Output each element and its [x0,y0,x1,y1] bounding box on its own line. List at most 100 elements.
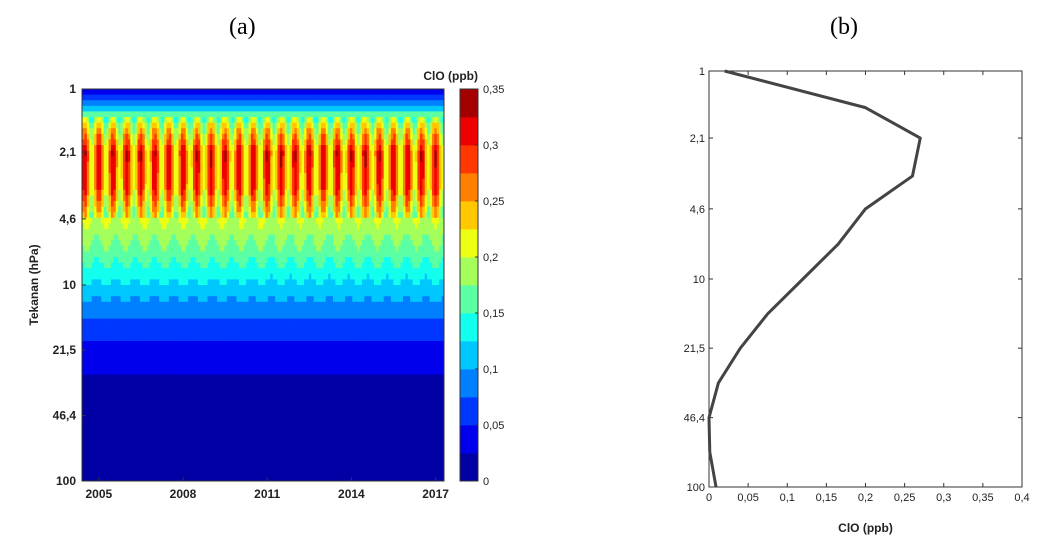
heatmap-cell [219,369,223,375]
heatmap-cell [115,464,119,471]
heatmap-cell [241,296,245,303]
heatmap-cell [125,234,129,241]
heatmap-cell [113,262,117,269]
heatmap-cell [142,117,146,123]
heatmap-cell [132,212,136,219]
heatmap-cell [212,268,216,275]
heatmap-cell [236,195,240,202]
heatmap-cell [200,145,204,151]
heatmap-cell [139,161,143,168]
heatmap-cell [190,189,194,196]
heatmap-cell [103,380,107,387]
heatmap-cell [101,329,105,336]
heatmap-cell [168,318,172,325]
heatmap-cell [127,369,131,375]
heatmap-cell [125,380,129,387]
heatmap-cell [106,217,109,224]
heatmap-cell [110,385,114,392]
heatmap-cell [120,313,124,319]
heatmap-cell [180,335,184,342]
heatmap-cell [207,402,211,409]
heatmap-cell [132,234,136,241]
heatmap-cell [123,89,126,95]
heatmap-cell [96,419,100,426]
heatmap-cell [91,425,95,431]
heatmap-cell [89,352,93,359]
heatmap-cell [86,195,90,202]
heatmap-cell [135,245,138,252]
heatmap-cell [166,413,170,420]
heatmap-cell [183,105,187,112]
heatmap-cell [113,335,117,342]
heatmap-cell [137,307,141,314]
heatmap-cell [195,413,199,420]
heatmap-cell [195,156,199,163]
heatmap-cell [243,413,247,420]
heatmap-cell [147,167,150,174]
heatmap-cell [139,89,143,95]
heatmap-cell [132,369,136,375]
heatmap-cell [234,352,237,359]
heatmap-cell [236,279,240,286]
heatmap-cell [183,430,187,437]
heatmap-cell [197,122,201,129]
heatmap-cell [193,307,196,314]
heatmap-cell [234,100,237,107]
heatmap-cell [197,251,201,258]
heatmap-cell [91,245,95,252]
heatmap-cell [250,425,254,431]
heatmap-cell [139,229,143,235]
heatmap-cell [214,458,218,465]
heatmap-cell [238,453,242,459]
heatmap-cell [89,369,93,375]
heatmap-cell [103,335,107,342]
heatmap-cell [130,307,134,314]
heatmap-cell [221,279,225,286]
heatmap-cell [226,156,230,163]
heatmap-cell [123,257,126,263]
heatmap-cell [248,318,252,325]
heatmap-cell [185,122,189,129]
heatmap-cell [147,223,150,230]
heatmap-cell [188,458,191,465]
heatmap-cell [125,105,129,112]
heatmap-cell [115,251,119,258]
heatmap-cell [236,206,240,213]
heatmap-cell [86,469,90,476]
heatmap-cell [147,413,150,420]
heatmap-cell [125,290,129,297]
heatmap-cell [209,128,213,135]
heatmap-cell [176,374,179,381]
heatmap-cell [246,313,249,319]
heatmap-cell [154,206,158,213]
heatmap-cell [154,475,158,482]
heatmap-cell [250,161,254,168]
heatmap-cell [205,436,208,443]
heatmap-cell [197,206,201,213]
heatmap-cell [110,469,114,476]
heatmap-cell [234,268,237,275]
heatmap-cell [103,161,107,168]
heatmap-cell [173,352,177,359]
heatmap-cell [236,285,240,291]
heatmap-cell [214,313,218,319]
heatmap-cell [118,385,122,392]
heatmap-cell [224,475,228,482]
heatmap-cell [130,273,134,280]
heatmap-cell [132,469,136,476]
heatmap-cell [197,245,201,252]
heatmap-cell [224,201,228,207]
heatmap-cell [231,296,235,303]
heatmap-cell [84,240,88,247]
heatmap-cell [135,161,138,168]
heatmap-cell [207,341,211,347]
heatmap-cell [231,117,235,123]
heatmap-cell [221,447,225,454]
heatmap-cell [123,397,126,403]
heatmap-cell [188,296,191,303]
heatmap-cell [159,229,163,235]
heatmap-cell [123,357,126,364]
heatmap-cell [195,357,199,364]
heatmap-cell [209,430,213,437]
heatmap-cell [197,201,201,207]
